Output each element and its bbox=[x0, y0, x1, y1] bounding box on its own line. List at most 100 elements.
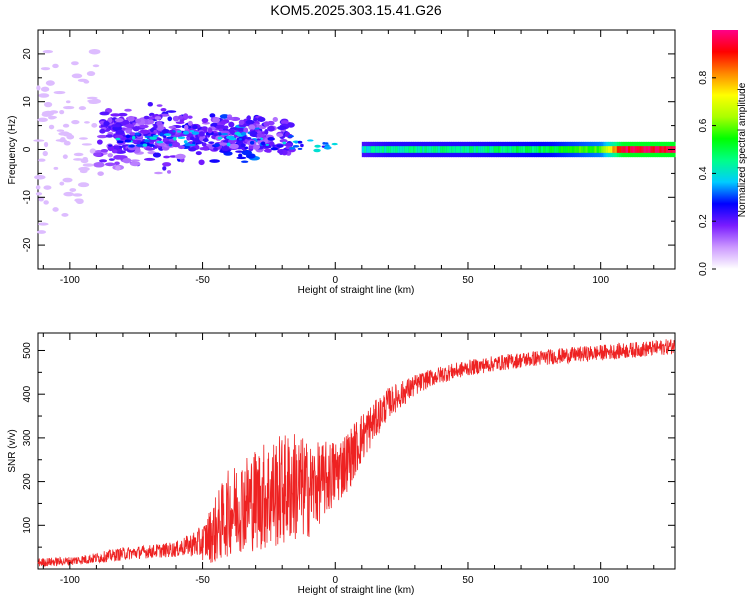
snr-series-line bbox=[37, 339, 676, 568]
spectrogram-ytick-label: -10 bbox=[22, 190, 33, 205]
spectrogram-stripe-core bbox=[661, 146, 665, 153]
spectrogram-blob bbox=[155, 125, 165, 131]
spectrogram-blob bbox=[279, 139, 288, 143]
spectrogram-blob bbox=[168, 138, 175, 143]
spectrogram-blob bbox=[177, 115, 184, 120]
spectrogram-stripe-core bbox=[397, 146, 401, 153]
spectrogram-stripe-core bbox=[496, 146, 499, 153]
spectrogram-stripe-core bbox=[632, 146, 636, 153]
spectrogram-blob bbox=[207, 127, 213, 134]
spectrogram-blob bbox=[267, 125, 275, 132]
spectrogram-blob bbox=[78, 166, 90, 172]
spectrogram-blob bbox=[63, 140, 71, 146]
spectrogram-blob bbox=[175, 153, 186, 160]
spectrogram-core bbox=[116, 140, 124, 144]
spectrogram-blob bbox=[45, 80, 55, 86]
spectrogram-stripe-core bbox=[648, 146, 651, 153]
spectrogram-stripe-core bbox=[361, 146, 365, 153]
spectrogram-blob bbox=[40, 86, 50, 92]
spectrogram-blob bbox=[105, 134, 114, 138]
spectrogram-blob bbox=[97, 171, 104, 176]
spectrogram-xtick-label: 100 bbox=[592, 275, 609, 286]
spectrogram-stripe-core bbox=[375, 146, 379, 153]
spectrogram-core bbox=[143, 139, 151, 143]
spectrogram-stripe-core bbox=[408, 146, 412, 153]
spectrogram-stripe-core bbox=[585, 146, 589, 153]
spectrogram-stripe-core bbox=[440, 146, 443, 153]
spectrogram-blob bbox=[92, 64, 100, 68]
spectrogram-blob bbox=[124, 123, 135, 128]
spectrogram-blob bbox=[184, 124, 189, 130]
snr-ylabel: SNR (v/v) bbox=[7, 429, 18, 472]
spectrogram-core bbox=[191, 131, 200, 135]
spectrogram-core bbox=[294, 140, 299, 144]
spectrogram-core bbox=[162, 135, 167, 139]
spectrogram-blob bbox=[99, 111, 110, 116]
colorbar-ticks: 0.0 0.2 0.4 0.6 0.8 bbox=[698, 70, 716, 276]
spectrogram-blob bbox=[215, 124, 226, 130]
spectrogram-blob bbox=[256, 133, 262, 137]
colorbar-gradient bbox=[712, 30, 738, 269]
spectrogram-stripe-core bbox=[471, 146, 475, 153]
spectrogram-stripe-core bbox=[426, 146, 430, 153]
snr-ytick-label: 300 bbox=[22, 429, 33, 446]
spectrogram-blob bbox=[63, 105, 75, 110]
spectrogram-core bbox=[202, 138, 209, 143]
spectrogram-stripe-core bbox=[567, 146, 571, 153]
spectrogram-stripe-core bbox=[654, 146, 658, 153]
spectrogram-blob bbox=[88, 48, 101, 55]
spectrogram-blob bbox=[78, 106, 87, 111]
spectrogram-core bbox=[276, 144, 284, 148]
spectrogram-core bbox=[182, 130, 189, 135]
spectrogram-blob bbox=[122, 157, 132, 164]
spectrogram-blob bbox=[99, 159, 108, 163]
spectrogram-core bbox=[227, 135, 235, 140]
spectrogram-stripe-core bbox=[650, 146, 654, 153]
snr-xtick-label: 50 bbox=[462, 575, 474, 586]
spectrogram-stripe-core bbox=[536, 146, 540, 153]
spectrogram-stripe-core bbox=[484, 146, 488, 153]
spectrogram-blob bbox=[35, 185, 41, 190]
spectrogram-stripe-core bbox=[596, 146, 600, 153]
snr-xlabel: Height of straight line (km) bbox=[298, 585, 415, 596]
spectrogram-blob bbox=[241, 160, 249, 163]
spectrogram-stripe-core bbox=[478, 146, 481, 153]
spectrogram-core bbox=[124, 139, 132, 143]
spectrogram-blob bbox=[62, 177, 73, 183]
spectrogram-blob bbox=[172, 115, 180, 122]
spectrogram-stripe-core bbox=[364, 146, 367, 153]
spectrogram-blob bbox=[195, 151, 202, 156]
spectrogram-blob bbox=[59, 131, 70, 136]
spectrogram-stripe-core bbox=[545, 146, 549, 153]
spectrogram-blob bbox=[59, 181, 65, 186]
spectrogram-blob bbox=[236, 156, 247, 160]
spectrogram-blob bbox=[177, 145, 185, 150]
spectrogram-blob bbox=[135, 118, 142, 123]
spectrogram-blob bbox=[188, 147, 197, 152]
spectrogram-core bbox=[265, 143, 270, 146]
spectrogram-blob bbox=[287, 122, 295, 128]
snr-xtick-label: -100 bbox=[60, 575, 80, 586]
spectrogram-stripe-core bbox=[386, 146, 390, 153]
spectrogram-core bbox=[149, 136, 158, 140]
spectrogram-stripe-core bbox=[507, 146, 511, 153]
spectrogram-blob bbox=[257, 116, 266, 122]
spectrogram-blob bbox=[86, 96, 98, 100]
spectrogram-blob bbox=[124, 108, 132, 112]
spectrogram-blob bbox=[201, 142, 207, 147]
spectrogram-stripe-core bbox=[458, 146, 461, 153]
spectrogram-xtick-label: -50 bbox=[195, 275, 210, 286]
spectrogram-stripe-core bbox=[549, 146, 553, 153]
spectrogram-stripe-core bbox=[489, 146, 493, 153]
snr-ytick-label: 200 bbox=[22, 473, 33, 490]
spectrogram-core bbox=[292, 144, 300, 148]
spectrogram-blob bbox=[129, 132, 137, 136]
spectrogram-stripe-core bbox=[565, 146, 569, 153]
spectrogram-blob bbox=[62, 123, 70, 128]
spectrogram-core bbox=[208, 141, 215, 145]
spectrogram-blob bbox=[221, 146, 229, 151]
spectrogram-blob bbox=[90, 98, 102, 104]
spectrogram-blob bbox=[152, 152, 162, 158]
spectrogram-blob bbox=[99, 128, 106, 134]
